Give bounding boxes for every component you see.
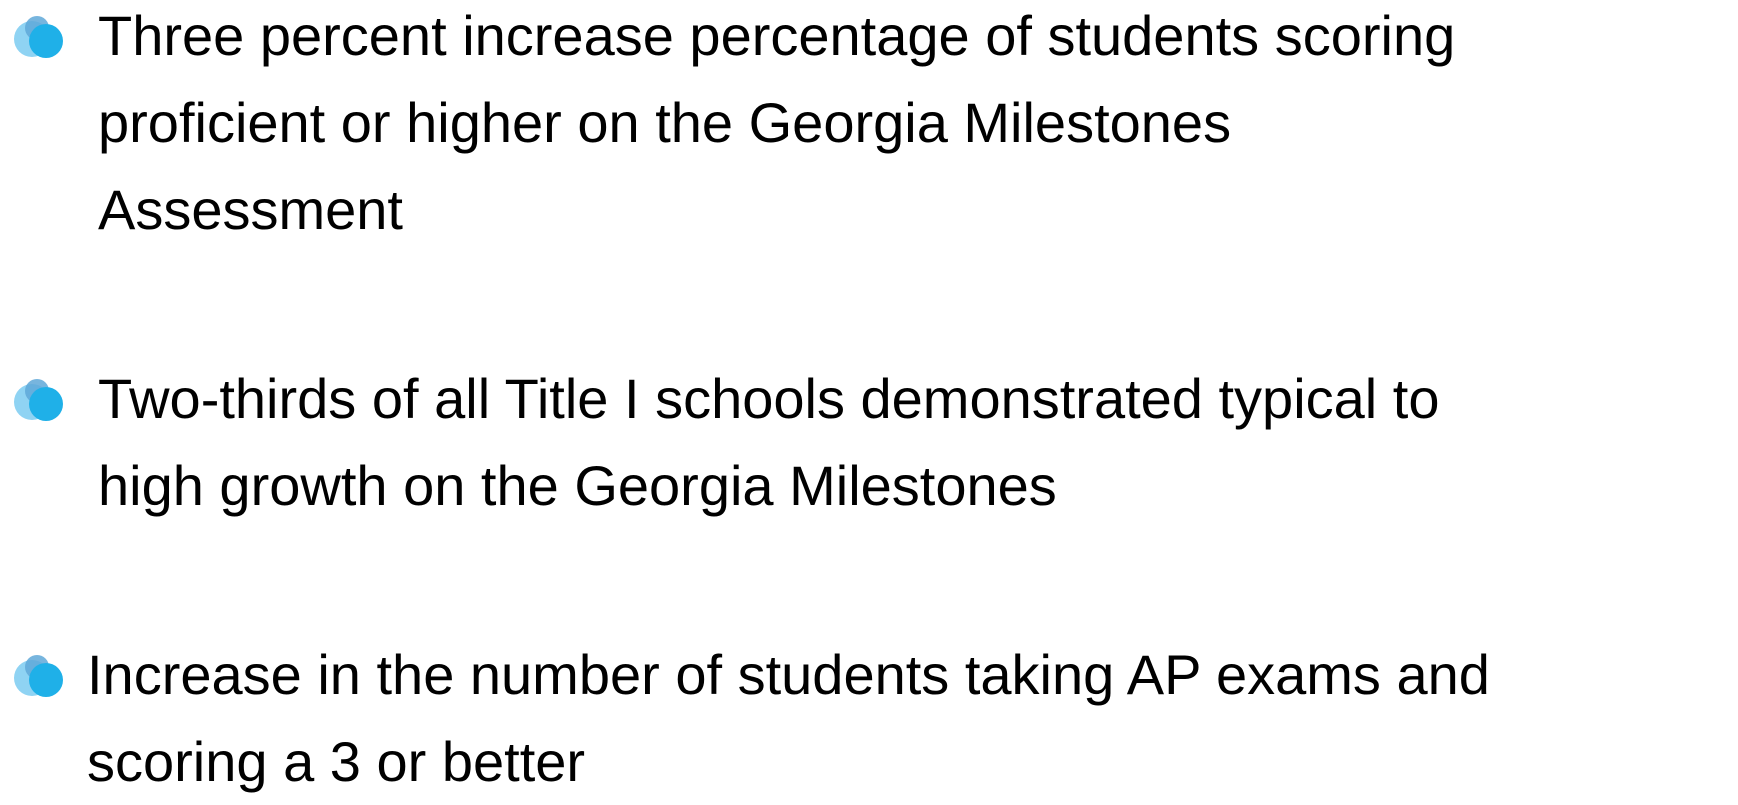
bullet-text: high growth on the Georgia Milestones	[98, 454, 1057, 517]
bullet-text: proficient or higher on the Georgia Mile…	[98, 91, 1232, 154]
bullet-text: Three percent increase percentage of stu…	[98, 4, 1456, 67]
bullet-text: scoring a 3 or better	[87, 730, 586, 793]
bullet-text: Increase in the number of students takin…	[87, 643, 1490, 706]
bullet-text: Assessment	[98, 178, 403, 241]
bullet-text: Two-thirds of all Title I schools demons…	[98, 367, 1440, 430]
bullet-icon	[14, 655, 63, 697]
bullet-icon	[14, 16, 63, 58]
bullet-icon	[14, 379, 63, 421]
